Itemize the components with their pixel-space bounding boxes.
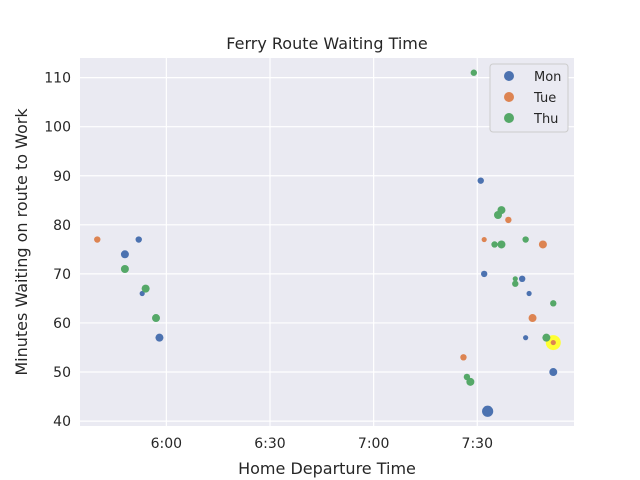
x-tick-label: 6:00 [151,436,182,452]
data-point-mon [135,236,142,243]
data-point-thu [470,69,478,76]
data-point-tue [538,240,547,249]
data-point-tue [550,339,556,346]
y-tick-label: 110 [44,71,71,87]
data-point-thu [512,276,518,282]
data-point-mon [155,333,164,342]
x-tick-label: 6:30 [254,436,285,452]
data-point-tue [505,216,512,224]
y-tick-label: 40 [53,414,71,430]
data-point-mon [549,368,558,377]
data-point-mon [518,275,526,282]
data-point-tue [528,314,537,323]
data-point-mon [477,177,484,184]
data-point-mon [523,335,529,341]
data-point-thu [497,206,506,215]
data-point-thu [522,236,529,243]
x-tick-labels: 6:00 6:30 7:00 7:30 [151,436,493,452]
data-point-thu [512,280,519,287]
data-points [94,69,561,417]
grid-lines [80,58,574,426]
data-point-thu [152,314,160,323]
legend: Mon Tue Thu [489,63,569,133]
data-point-thu [120,264,129,273]
data-point-thu [542,333,551,342]
y-tick-label: 70 [53,267,71,283]
x-axis-label: Home Departure Time [238,459,416,478]
data-point-mon [120,250,129,259]
x-tick-label: 7:00 [358,436,389,452]
legend-marker-thu [504,113,514,123]
data-point-mon [482,405,494,417]
data-point-thu [550,300,557,307]
y-tick-label: 100 [44,120,71,136]
data-point-tue [94,236,101,243]
data-point-thu [141,284,150,293]
y-tick-label: 50 [53,365,71,381]
data-point-mon [139,290,145,297]
y-tick-label: 90 [53,169,71,185]
legend-label-thu: Thu [533,112,558,127]
y-tick-label: 60 [53,316,71,332]
data-point-tue [460,354,467,361]
chart-title: Ferry Route Waiting Time [226,34,427,53]
y-tick-label: 80 [53,218,71,234]
data-point-mon [526,290,532,297]
data-point-thu [497,240,506,249]
legend-marker-mon [504,71,514,81]
x-tick-label: 7:30 [462,436,493,452]
legend-label-tue: Tue [533,91,556,106]
legend-marker-tue [504,92,514,102]
data-point-thu [491,241,498,248]
data-point-thu [466,377,475,386]
y-axis-label: Minutes Waiting on route to Work [12,108,31,376]
data-point-mon [480,270,488,278]
legend-label-mon: Mon [534,70,561,85]
y-tick-labels: 40 50 60 70 80 90 100 110 [44,71,71,430]
data-point-tue [481,236,487,243]
